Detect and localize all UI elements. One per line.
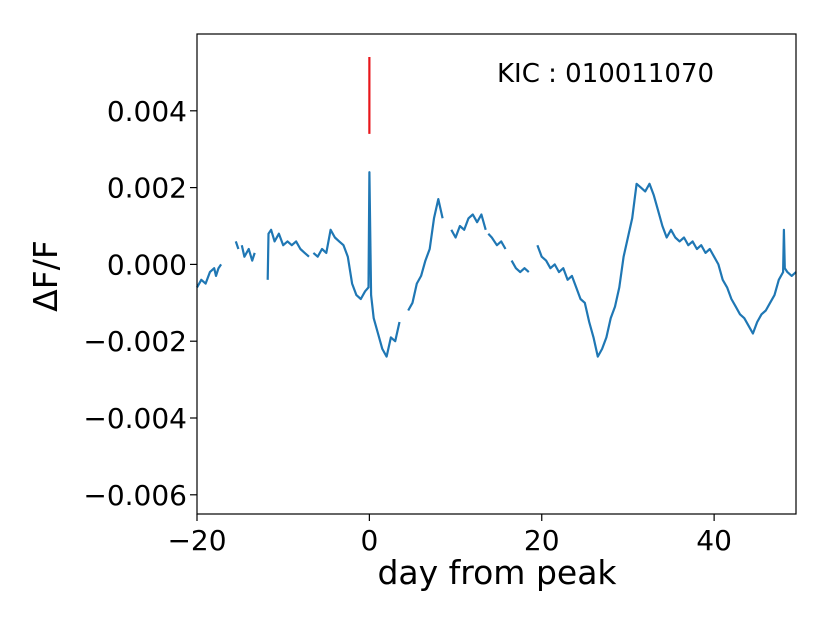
series-segment-8	[510, 260, 530, 274]
y-axis-label: ΔF/F	[26, 240, 65, 312]
annotation-kic: KIC : 010011070	[497, 59, 714, 89]
series-segment-6	[450, 213, 487, 239]
x-tick-label: 40	[696, 524, 732, 557]
y-tick-label: −0.004	[83, 402, 187, 435]
x-axis-label: day from peak	[377, 553, 617, 592]
series-segment-2	[240, 244, 256, 262]
series-segment-5	[407, 198, 444, 312]
x-tick-group: −20 0 20 40	[167, 514, 732, 557]
y-tick-label: −0.006	[83, 479, 187, 512]
series-segment-7	[487, 232, 507, 250]
y-tick-label: 0.002	[107, 172, 187, 205]
plot-frame	[196, 33, 797, 515]
plot-background	[197, 34, 796, 514]
y-tick-label: 0.000	[107, 248, 187, 281]
series-segment-0	[196, 263, 223, 288]
series-segment-1	[234, 241, 240, 250]
x-tick-label: 0	[360, 524, 378, 557]
x-tick-label: 20	[524, 524, 560, 557]
series-segment-4	[312, 171, 401, 358]
series-segment-9	[536, 182, 797, 358]
x-tick-label: −20	[167, 524, 226, 557]
series-group	[196, 171, 797, 358]
y-tick-label: 0.004	[107, 95, 187, 128]
y-tick-group: 0.004 0.002 0.000 −0.002 −0.004 −0.006	[83, 95, 197, 512]
series-segment-3	[266, 228, 310, 280]
y-tick-label: −0.002	[83, 325, 187, 358]
